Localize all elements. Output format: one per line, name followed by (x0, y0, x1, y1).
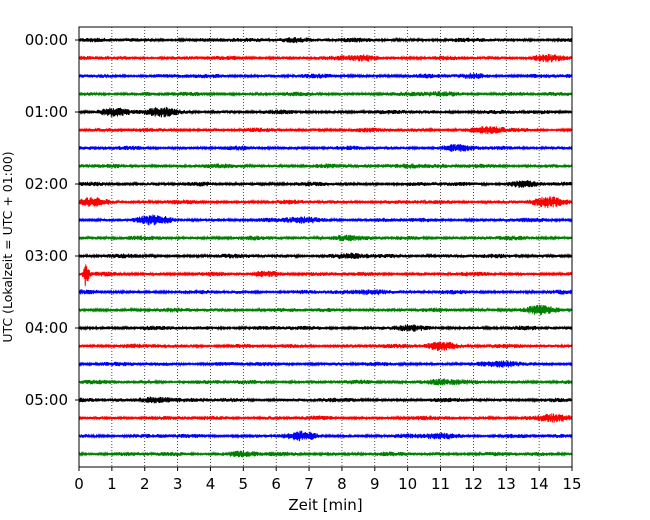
trace-0315 (78, 264, 573, 287)
trace-0045 (78, 90, 573, 98)
x-tick-label: 4 (206, 475, 216, 493)
x-tick-label: 12 (464, 475, 483, 493)
y-tick-label: 02:00 (25, 175, 68, 193)
trace-0330 (78, 288, 573, 296)
x-tick-label: 2 (140, 475, 150, 493)
trace-0515 (78, 413, 573, 423)
trace-0300 (78, 252, 573, 260)
trace-0245 (78, 234, 573, 242)
y-tick-label: 04:00 (25, 319, 68, 337)
trace-0030 (78, 72, 573, 80)
x-tick-label: 10 (398, 475, 417, 493)
y-tick-label: 00:00 (25, 31, 68, 49)
x-tick-label: 13 (497, 475, 516, 493)
trace-0130 (78, 143, 573, 152)
trace-0100 (78, 106, 573, 118)
trace-0345 (78, 304, 573, 316)
trace-0200 (78, 180, 573, 188)
x-tick-label: 8 (337, 475, 347, 493)
x-tick-label: 3 (173, 475, 183, 493)
x-axis-ticks: 0 1 2 3 4 5 6 7 8 9 10 11 12 13 14 15 (74, 467, 582, 493)
trace-0430 (78, 360, 573, 368)
trace-0230 (78, 214, 573, 226)
x-tick-label: 5 (239, 475, 249, 493)
x-tick-label: 9 (370, 475, 380, 493)
trace-0415 (78, 341, 573, 351)
x-tick-label: 7 (304, 475, 314, 493)
trace-0000 (78, 36, 573, 44)
grid-lines (111, 27, 540, 467)
y-axis-label: UTC (Lokalzeit = UTC + 01:00) (0, 151, 15, 342)
trace-0115 (78, 126, 573, 135)
x-tick-label: 6 (271, 475, 281, 493)
x-tick-label: 1 (107, 475, 117, 493)
trace-0215 (78, 196, 573, 209)
trace-0530 (78, 430, 573, 442)
x-tick-label: 0 (74, 475, 84, 493)
trace-0445 (78, 378, 573, 386)
trace-0500 (78, 396, 573, 404)
y-tick-label: 01:00 (25, 103, 68, 121)
trace-0545 (78, 450, 573, 458)
x-tick-label: 14 (530, 475, 549, 493)
y-axis-ticks: 00:00 01:00 02:00 03:00 04:00 05:00 (25, 31, 79, 409)
x-tick-label: 15 (562, 475, 581, 493)
y-tick-label: 03:00 (25, 247, 68, 265)
x-axis-label: Zeit [min] (288, 496, 362, 514)
x-tick-label: 11 (431, 475, 450, 493)
plot-frame (78, 26, 573, 468)
trace-0015 (78, 53, 573, 63)
seismogram-traces (78, 36, 573, 458)
trace-0400 (78, 324, 573, 332)
y-tick-label: 05:00 (25, 391, 68, 409)
trace-0145 (78, 162, 573, 170)
